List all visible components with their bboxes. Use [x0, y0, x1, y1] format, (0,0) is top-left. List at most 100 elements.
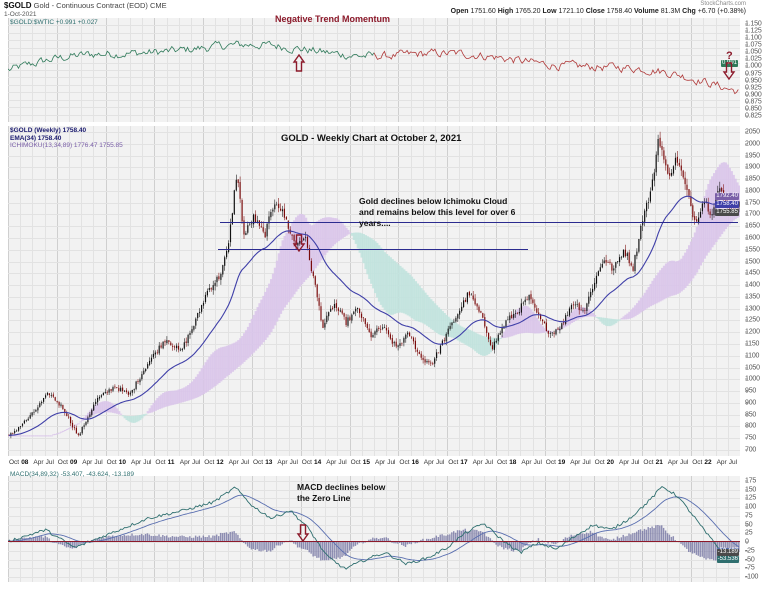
grid-line-vertical: [544, 476, 546, 582]
close-value: 1758.40: [606, 8, 633, 15]
x-axis-year-label: 20: [606, 459, 615, 466]
axis-tick-label: -25: [745, 547, 755, 555]
axis-tick-mark: [745, 44, 748, 46]
axis-tick-label: 1450: [745, 269, 760, 277]
axis-tick-mark: [745, 65, 748, 67]
grid-line-horizontal: [8, 132, 740, 133]
axis-tick-mark: [745, 249, 748, 251]
grid-line-vertical: [227, 476, 229, 582]
axis-tick-label: 1100: [745, 352, 760, 360]
grid-line-horizontal: [8, 238, 740, 239]
grid-line-vertical: [288, 476, 290, 582]
ratio-legend-text: $GOLD:$WTIC +0.991 +0.027: [10, 19, 98, 26]
grid-line-vertical: [349, 126, 351, 456]
grid-line-vertical: [20, 126, 22, 456]
x-axis-month-label: Oct: [545, 459, 556, 466]
chart-header: $GOLD Gold - Continuous Contract (EOD) C…: [4, 1, 167, 19]
x-axis-year-label: 17: [460, 459, 468, 466]
axis-tick-label: -50: [745, 556, 755, 564]
axis-tick-label: 75: [745, 512, 753, 520]
axis-tick-label: 50: [745, 521, 753, 529]
axis-tick-mark: [745, 87, 748, 89]
x-axis-month-label: Jul: [728, 459, 738, 466]
axis-tick-mark: [745, 30, 748, 32]
axis-tick-label: 1850: [745, 175, 760, 183]
volume-label: Volume: [634, 8, 659, 15]
axis-tick-mark: [745, 296, 748, 298]
x-axis-month-label: Oct: [497, 459, 508, 466]
price-candlestick-series: [8, 131, 740, 439]
axis-tick-label: 1550: [745, 246, 760, 254]
x-axis-month-label: Oct: [155, 459, 166, 466]
axis-tick-mark: [745, 213, 748, 215]
grid-line-vertical: [32, 126, 34, 456]
grid-line-horizontal: [8, 309, 740, 310]
quote-bar: Open 1751.60 High 1765.20 Low 1721.10 Cl…: [451, 8, 746, 15]
axis-tick-mark: [745, 390, 748, 392]
grid-line-horizontal: [8, 426, 740, 427]
x-axis-month-label: Apr: [423, 459, 434, 466]
grid-line-vertical: [459, 476, 461, 582]
axis-tick-mark: [745, 58, 748, 60]
x-axis-year-label: 19: [558, 459, 566, 466]
high-label: High: [497, 8, 514, 15]
macd-panel-legend: MACD(34,89,32) -53.407, -43.624, -13.189: [10, 471, 134, 479]
grid-line-horizontal: [8, 379, 740, 380]
grid-line-horizontal: [8, 403, 740, 404]
axis-tick-mark: [745, 524, 748, 526]
x-axis-month-label: Jul: [289, 459, 298, 466]
axis-tick-mark: [745, 80, 748, 82]
x-axis-month-label: Apr: [667, 459, 678, 466]
stockcharts-brand: StockCharts.com: [700, 1, 746, 7]
axis-tick-label: 175: [745, 477, 757, 485]
axis-tick-label: 1.025: [745, 55, 762, 63]
x-axis-month-label: Apr: [82, 459, 93, 466]
x-axis-year-label: 08: [21, 459, 29, 466]
x-axis-month-label: Jul: [631, 459, 640, 466]
price-panel-axis: 2050 2000 1950 1900 1850 1800 1750 1700 1650 1600…: [741, 126, 780, 456]
axis-tick-label: 25: [745, 529, 753, 537]
grid-line-vertical: [679, 476, 680, 582]
grid-line-vertical: [276, 476, 278, 582]
grid-line-vertical: [520, 126, 522, 456]
grid-line-horizontal: [8, 214, 740, 215]
grid-line-horizontal: [8, 344, 740, 345]
axis-tick-mark: [745, 532, 748, 534]
grid-line-horizontal: [8, 560, 740, 561]
x-axis-labels: Oct 08 Apr Jul Oct 09 Apr Jul Oct 10 Apr Jul Oct 11 Ap…: [8, 459, 740, 471]
axis-tick-mark: [745, 272, 748, 274]
axis-tick-mark: [745, 367, 748, 369]
axis-tick-label: 1900: [745, 163, 760, 171]
negative-trend-momentum-annotation: Negative Trend Momentum: [275, 14, 391, 24]
grid-line-horizontal: [8, 297, 740, 298]
axis-tick-label: 1600: [745, 234, 760, 242]
grid-line-vertical: [32, 476, 34, 582]
grid-line-horizontal: [8, 498, 740, 499]
grid-line-vertical: [508, 476, 510, 582]
x-axis-year-label: 16: [411, 459, 419, 466]
grid-line-vertical: [398, 476, 400, 582]
macd-panel[interactable]: -53.536-50.407-13.189: [8, 476, 740, 582]
x-axis-year-label: 10: [118, 459, 127, 466]
grid-line-vertical: [215, 476, 217, 582]
x-axis-year-label: 15: [362, 459, 371, 466]
price-panel[interactable]: 1792.40 1758.40 1755.85: [8, 126, 740, 456]
axis-tick-label: 1650: [745, 222, 760, 230]
axis-tick-label: 0.975: [745, 70, 762, 78]
x-axis-month-label: Oct: [9, 459, 20, 466]
axis-tick-label: 0.950: [745, 77, 762, 85]
grid-line-horizontal: [8, 332, 740, 333]
grid-line-vertical: [239, 476, 241, 582]
grid-line-vertical: [130, 476, 131, 582]
x-axis-month-label: Jul: [338, 459, 347, 466]
x-axis-month-label: Oct: [692, 459, 703, 466]
axis-tick-mark: [745, 449, 748, 451]
grid-line-vertical: [178, 126, 180, 456]
axis-tick-label: 1.000: [745, 62, 762, 70]
ratio-panel[interactable]: 0.991: [8, 18, 740, 122]
axis-tick-mark: [745, 73, 748, 75]
x-axis-month-label: Apr: [277, 459, 288, 466]
axis-tick-mark: [745, 108, 748, 110]
grid-line-vertical: [154, 126, 156, 456]
axis-tick-label: 1800: [745, 187, 760, 195]
